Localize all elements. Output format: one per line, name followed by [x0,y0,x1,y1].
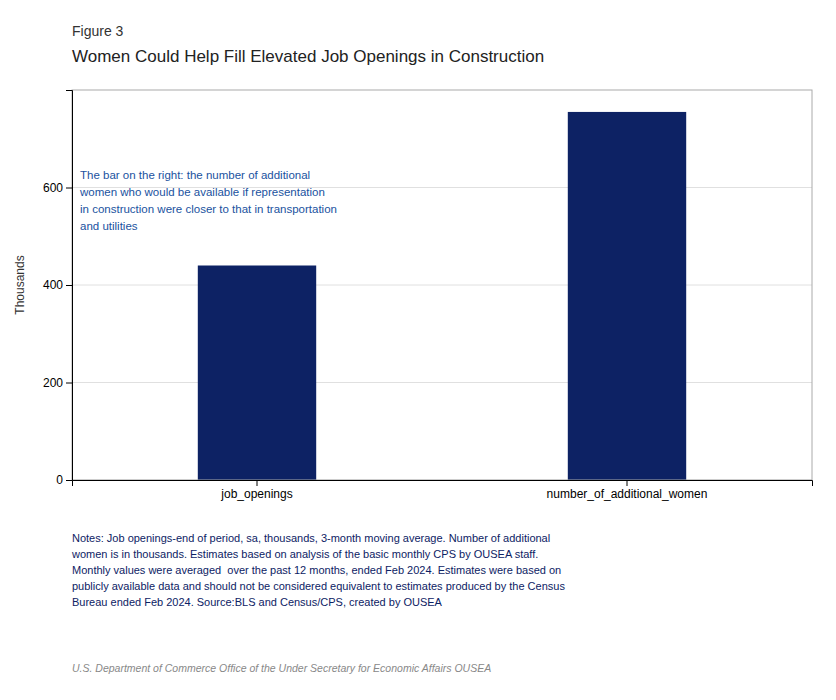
grid-line [72,285,812,286]
text-line: publicly available data and should not b… [72,580,565,592]
y-axis: 0 200 400 600 [43,91,73,488]
grid [72,188,812,481]
text-line: Notes: Job openings-end of period, sa, t… [72,532,550,544]
plot: 0 200 400 600 job_openings number_of_addition… [43,90,813,501]
text-line: The bar on the right: the number of addi… [80,169,310,181]
annotation: The bar on the right: the number of addi… [79,169,337,232]
y-tick-label: 400 [43,278,63,292]
text-line: in construction were closer to that in t… [80,203,337,215]
y-axis-title: Thousands [13,255,27,314]
x-axis-line [73,481,813,487]
x-tick-mark [627,480,628,486]
y-tick-mark [66,188,72,189]
footer: U.S. Department of Commerce Office of th… [72,662,491,674]
grid-line [72,382,812,383]
figure-label: Figure 3 [72,23,124,39]
y-tick-mark [66,383,72,384]
y-tick-label: 200 [43,376,63,390]
y-tick: 600 [43,181,72,195]
x-tick-label: number_of_additional_women [547,487,708,501]
x-tick: job_openings [220,480,292,501]
y-axis-line [66,91,73,481]
y-tick-label: 600 [43,181,63,195]
x-axis: job_openings number_of_additional_women [73,480,813,501]
x-tick-mark [257,480,258,486]
title: Women Could Help Fill Elevated Job Openi… [72,47,544,66]
bars [198,112,686,480]
y-tick-label: 0 [56,473,63,487]
x-tick-label: job_openings [220,487,292,501]
y-tick-mark [66,285,72,286]
y-tick: 400 [43,278,72,292]
notes: Notes: Job openings-end of period, sa, t… [71,532,565,608]
text-line: Monthly values were averaged over the pa… [72,564,561,576]
text-line: and utilities [80,220,138,232]
text-line: women who would be available if represen… [79,186,325,198]
bar [568,112,686,480]
text-line: Bureau ended Feb 2024. Source:BLS and Ce… [72,596,443,608]
y-tick: 0 [56,473,72,487]
text-line: women is in thousands. Estimates based o… [71,548,538,560]
plot-frame [72,90,812,480]
y-tick-mark [66,480,72,481]
y-tick: 200 [43,376,72,390]
chart: Figure 3 Women Could Help Fill Elevated J… [0,0,836,700]
bar [198,266,316,481]
x-tick: number_of_additional_women [547,480,708,501]
